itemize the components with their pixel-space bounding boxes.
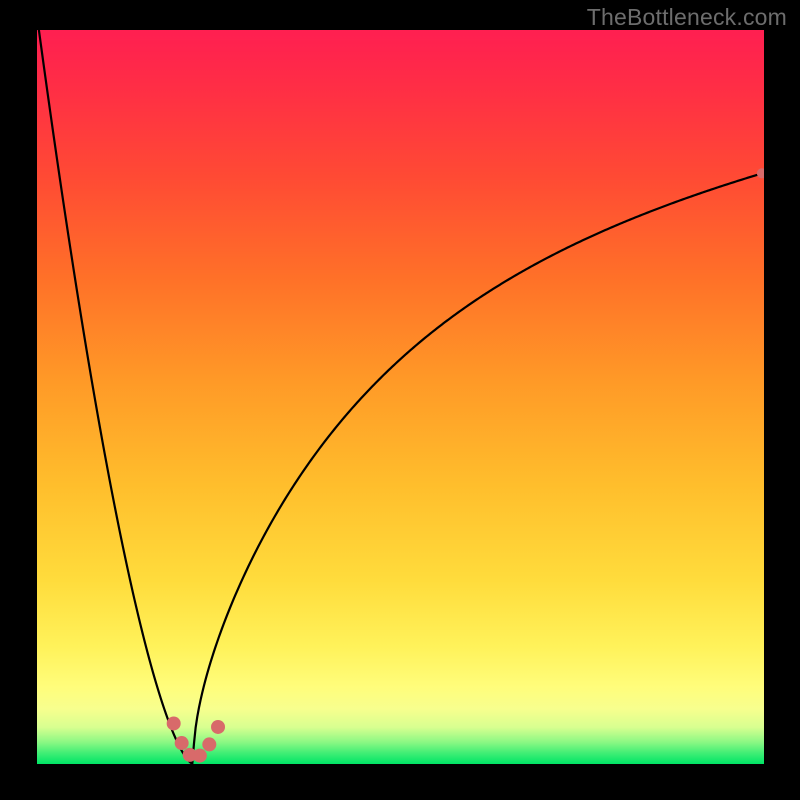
plot-gradient-background <box>37 30 764 764</box>
chart-stage: TheBottleneck.com <box>0 0 800 800</box>
watermark-text: TheBottleneck.com <box>587 4 787 31</box>
